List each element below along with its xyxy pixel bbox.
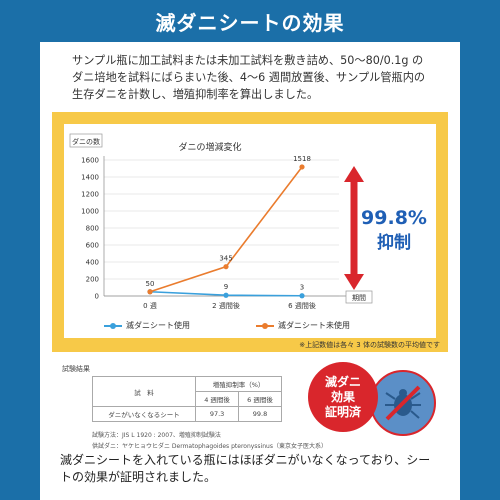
y-tick-label: 1600 — [81, 157, 99, 165]
chart-title: ダニの増減変化 — [178, 141, 241, 153]
y-tick-label: 200 — [86, 276, 99, 284]
arrow-head-bottom — [344, 274, 364, 290]
data-point — [147, 289, 153, 295]
y-axis-label-box — [69, 133, 103, 148]
badge-line3: 証明済 — [324, 404, 361, 419]
intro-text: サンプル瓶に加工試料または未加工試料を敷き詰め、50〜80/0.1g のダニ培地… — [72, 54, 426, 101]
data-label: 3 — [300, 284, 304, 292]
x-axis-label-box — [345, 290, 373, 304]
line-chart: ダニの増減変化 ダニの数 0 200 400 600 800 1000 1200 1400 1600… — [69, 133, 428, 310]
x-tick-label: 6 週間後 — [288, 301, 316, 310]
row-4w-value: 97.3 — [195, 406, 240, 422]
results-title: 試験結果 — [62, 365, 90, 373]
suppression-rate: 99.8% — [361, 207, 427, 229]
x-tick-label: 2 週間後 — [212, 301, 240, 310]
mite-drawing — [385, 385, 421, 421]
y-tick-label: 0 — [95, 293, 99, 301]
y-tick-label: 600 — [86, 242, 99, 250]
col-rate-header: 増殖抑制率（%） — [195, 376, 282, 392]
legend-label-used: 滅ダニシート使用 — [126, 321, 190, 330]
badge-line1: 滅ダニ — [324, 374, 361, 389]
data-point — [299, 293, 305, 299]
suppression-label: 抑制 — [377, 232, 411, 253]
row-sample-name: ダニがいなくなるシート — [91, 406, 197, 422]
y-tick-label: 400 — [86, 259, 99, 267]
legend-item-used: 滅ダニシート使用 — [104, 320, 190, 331]
results-table: 試 料 増殖抑制率（%） 4 週間後 6 週間後 ダニがいなくなるシート 97.… — [91, 376, 282, 422]
conclusion-text: 滅ダニシートを入れている瓶にはほぼダニがいなくなっており、シートの効果が証明され… — [60, 453, 431, 484]
col-6w-header: 6 週間後 — [238, 391, 282, 407]
x-axis-label: 期間 — [352, 294, 366, 302]
data-label: 9 — [224, 283, 228, 291]
legend-label-unused: 滅ダニシート未使用 — [278, 321, 350, 330]
test-method: 試験方法：JIS L 1920 : 2007、増殖抑制試験法 — [92, 432, 221, 439]
chart-footnote: ※上記数値は各々 3 体の試験数の平均値です — [299, 341, 440, 349]
data-point — [223, 264, 229, 270]
data-label: 1518 — [293, 155, 311, 163]
x-tick-label: 0 週 — [143, 301, 157, 310]
table-row: ダニがいなくなるシート 97.3 99.8 — [91, 406, 282, 422]
legend-item-unused: 滅ダニシート未使用 — [256, 320, 350, 331]
y-tick-label: 800 — [86, 225, 99, 233]
y-tick-label: 1200 — [81, 191, 99, 199]
data-point — [299, 164, 305, 170]
col-4w-header: 4 週間後 — [195, 391, 240, 407]
col-sample-header: 試 料 — [91, 376, 197, 407]
arrow-head-top — [344, 166, 364, 182]
data-label: 50 — [146, 280, 155, 288]
page-title: 滅ダニシートの効果 — [155, 10, 345, 35]
y-tick-label: 1000 — [81, 208, 99, 216]
data-label: 345 — [219, 255, 232, 263]
test-species: 供試ダニ：ヤケヒョウヒダニ Dermatophagoides pteronyss… — [92, 443, 327, 450]
data-point — [223, 292, 229, 298]
y-tick-label: 1400 — [81, 174, 99, 182]
series-line-2 — [149, 166, 303, 293]
proven-badge: 滅ダニ 効果 証明済 — [308, 362, 378, 432]
row-6w-value: 99.8 — [238, 406, 282, 422]
y-axis-label: ダニの数 — [72, 137, 100, 146]
mite-icon — [370, 370, 436, 436]
badge-line2: 効果 — [330, 389, 355, 404]
